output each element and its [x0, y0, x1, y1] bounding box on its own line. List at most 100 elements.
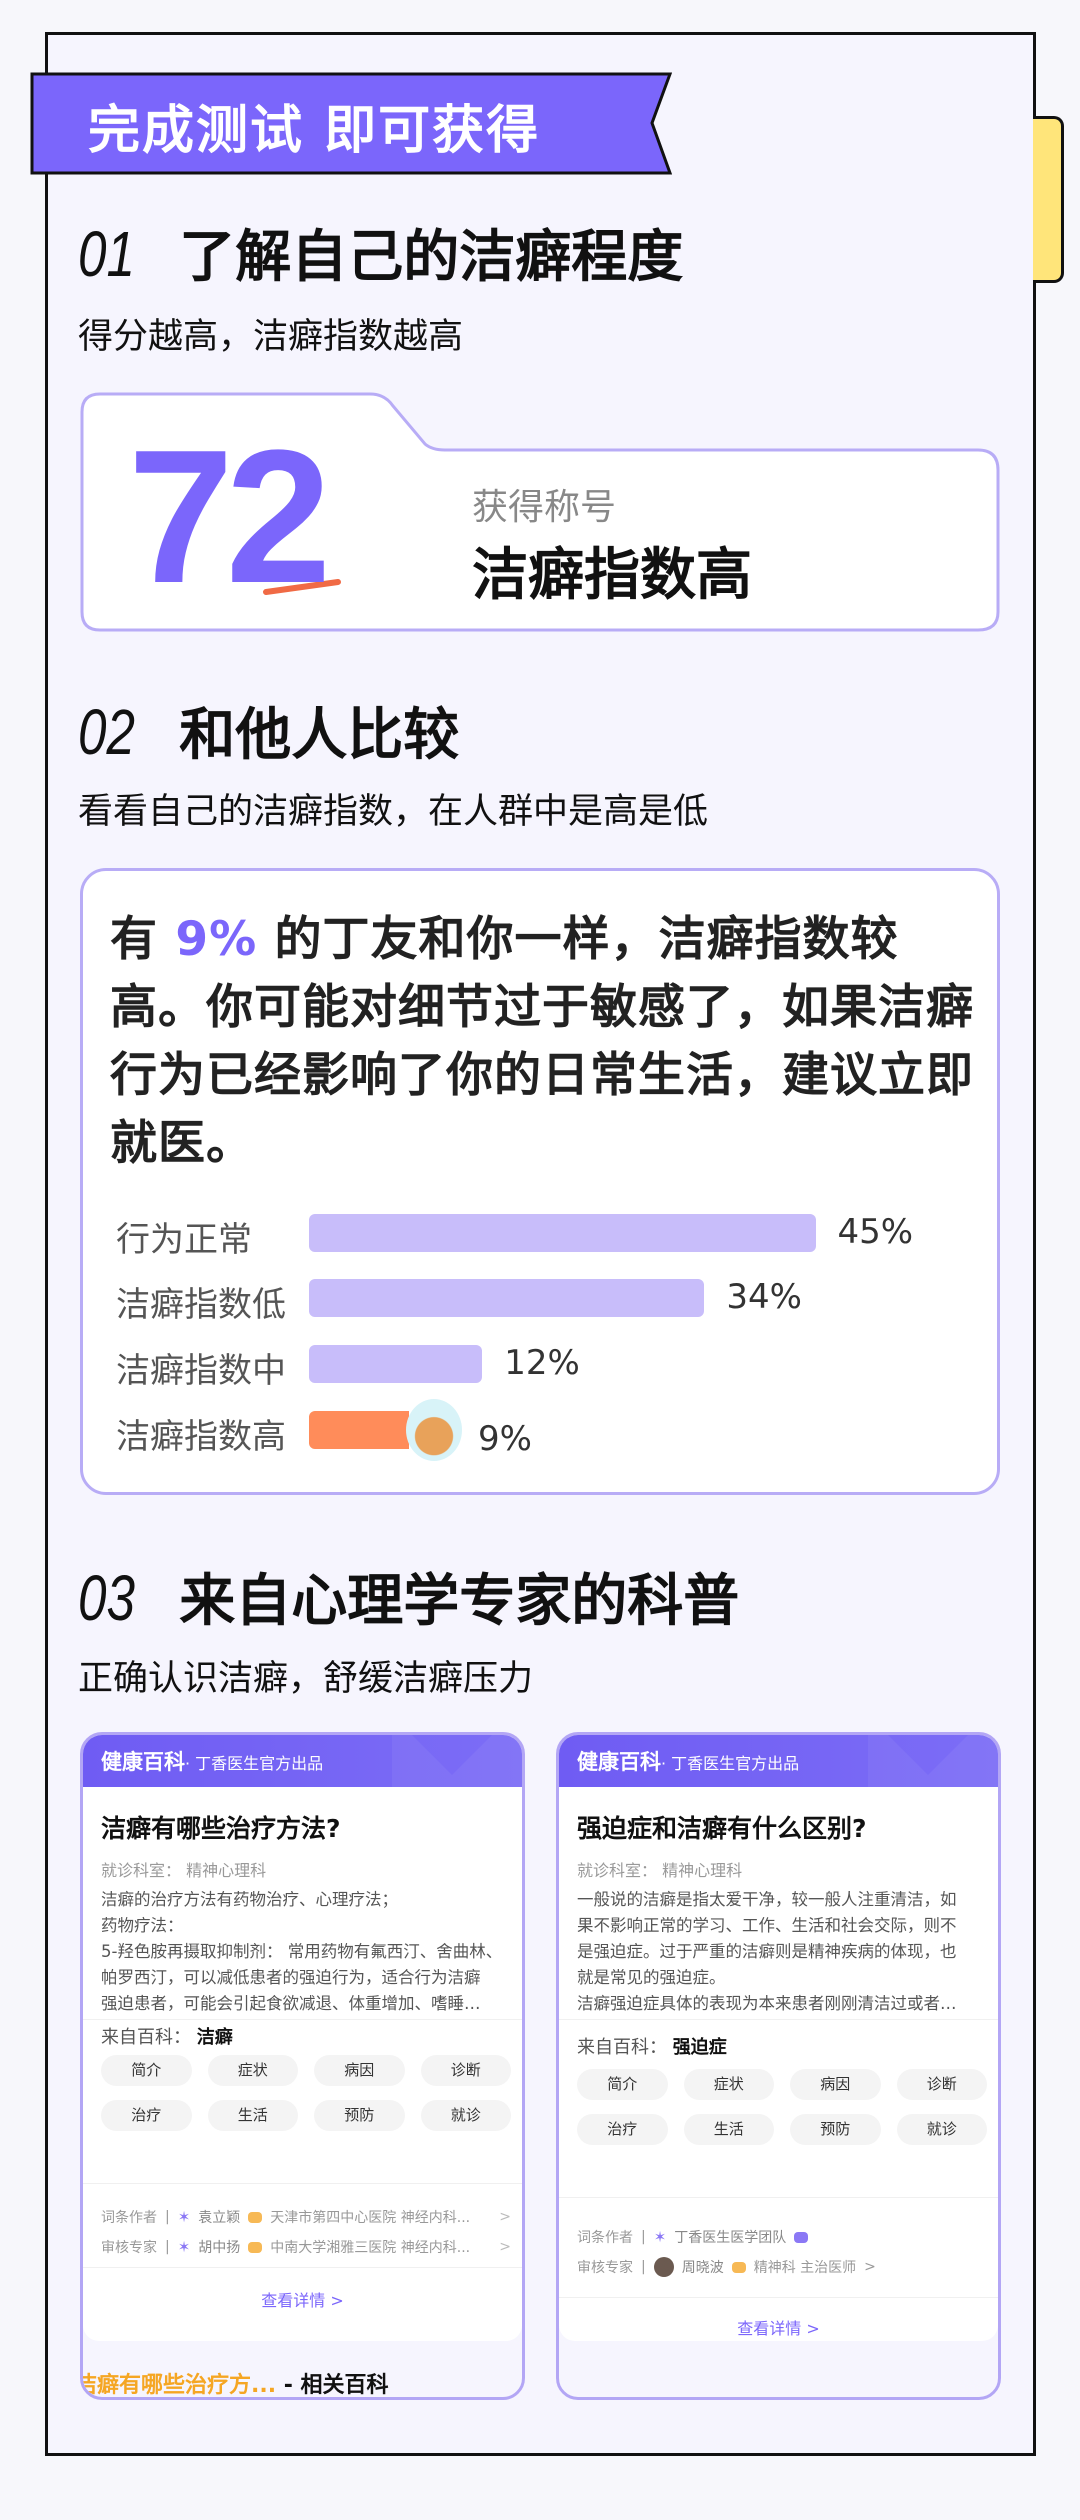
- source-label: 来自百科：: [101, 2027, 191, 2048]
- separator: |: [165, 2239, 170, 2255]
- wiki-card-body: 强迫症和洁癖有什么区别? 就诊科室： 精神心理科 一般说的洁癖是指太爱干净，较一…: [559, 1787, 998, 2341]
- author-org: 中南大学湘雅三医院 神经内科...: [270, 2240, 471, 2256]
- tag-pill[interactable]: 症状: [683, 2069, 774, 2100]
- author-org: 精神科 主治医师: [753, 2260, 857, 2276]
- tag-pill[interactable]: 病因: [790, 2069, 881, 2100]
- tag-pill[interactable]: 生活: [207, 2100, 298, 2131]
- author-role: 审核专家: [101, 2240, 157, 2256]
- verified-badge-icon: [731, 2261, 746, 2273]
- chevron-right-icon: >: [864, 2259, 876, 2275]
- author-row[interactable]: 词条作者 | ✶ 丁香医生医学团队: [577, 2227, 987, 2247]
- divider: [83, 2267, 522, 2268]
- summary-line: 洁癖的治疗方法有药物治疗、心理疗法；: [101, 1890, 398, 1909]
- section3-title: 来自心理学专家的科普: [179, 1569, 740, 1634]
- bar-label: 洁癖指数中: [116, 1351, 286, 1391]
- source-value[interactable]: 洁癖: [196, 2027, 233, 2048]
- brand-name: 健康百科: [101, 1750, 185, 1774]
- tag-pill[interactable]: 诊断: [896, 2069, 987, 2100]
- tag-pill[interactable]: 就诊: [896, 2114, 987, 2145]
- title-label: 获得称号: [472, 487, 617, 528]
- tag-pill[interactable]: 病因: [314, 2055, 405, 2086]
- bar-label: 行为正常: [116, 1220, 252, 1260]
- section3-number: 03: [78, 1562, 135, 1634]
- summary-line: 一般说的洁癖是指太爱干净，较一般人注重清洁，如: [577, 1890, 957, 1909]
- bar: [309, 1345, 483, 1383]
- decor-diamond-icon: [392, 1735, 522, 1787]
- cat-avatar-icon: [406, 1399, 462, 1461]
- view-details-link[interactable]: 查看详情 >: [737, 2319, 820, 2338]
- butterfly-icon: ✶: [653, 2228, 667, 2246]
- summary-line: 强迫患者，可能会引起食欲减退、体重增加、嗜睡…: [101, 1994, 481, 2013]
- separator: |: [641, 2229, 646, 2245]
- tag-pill[interactable]: 预防: [314, 2100, 405, 2131]
- source-line: 来自百科： 洁癖: [101, 2023, 233, 2049]
- butterfly-icon: ✶: [177, 2208, 191, 2226]
- chevron-right-icon: >: [499, 2209, 511, 2225]
- title-value: 洁癖指数高: [472, 543, 752, 608]
- side-tab[interactable]: [1033, 116, 1064, 283]
- divider: [559, 2297, 998, 2298]
- wiki-card-body: 洁癖有哪些治疗方法? 就诊科室： 精神心理科 洁癖的治疗方法有药物治疗、心理疗法…: [83, 1787, 522, 2341]
- bar: [309, 1411, 409, 1449]
- bar-value: 34%: [726, 1277, 802, 1317]
- author-role: 审核专家: [577, 2260, 633, 2276]
- author-row[interactable]: 词条作者 | ✶ 袁立颖 天津市第四中心医院 神经内科... >: [101, 2207, 511, 2227]
- section2-heading: 02 和他人比较: [78, 690, 459, 771]
- wiki-title[interactable]: 洁癖有哪些治疗方法?: [101, 1814, 341, 1843]
- section1-heading: 01 了解自己的洁癖程度: [78, 212, 683, 293]
- section2-subtitle: 看看自己的洁癖指数，在人群中是高是低: [78, 792, 709, 832]
- author-name: 袁立颖: [198, 2210, 241, 2226]
- butterfly-icon: ✶: [177, 2238, 191, 2256]
- source-line: 来自百科： 强迫症: [577, 2033, 727, 2059]
- tag-pill[interactable]: 生活: [683, 2114, 774, 2145]
- brand-subtitle: · 丁香医生官方出品: [661, 1754, 800, 1773]
- separator: |: [165, 2209, 170, 2225]
- bar-label: 洁癖指数高: [116, 1417, 286, 1457]
- tag-list: 简介 症状 病因 诊断治疗 生活 预防 就诊: [577, 2069, 987, 2145]
- tag-pill[interactable]: 治疗: [577, 2114, 668, 2145]
- divider: [559, 2197, 998, 2198]
- summary-line: 帕罗西汀，可以减低患者的强迫行为，适合行为洁癖: [101, 1968, 481, 1987]
- source-label: 来自百科：: [577, 2037, 667, 2058]
- department: 就诊科室： 精神心理科: [101, 1861, 267, 1880]
- verified-badge-icon: [794, 2231, 809, 2243]
- banner-text: 完成测试 即可获得: [88, 101, 541, 161]
- chevron-right-icon: >: [499, 2239, 511, 2255]
- bar-label: 洁癖指数低: [116, 1285, 286, 1325]
- tag-pill[interactable]: 预防: [790, 2114, 881, 2145]
- comparison-text: 有 9% 的丁友和你一样，洁癖指数较高。你可能对细节过于敏感了，如果洁癖行为已经…: [110, 906, 985, 1178]
- wiki-card[interactable]: 健康百科· 丁香医生官方出品 强迫症和洁癖有什么区别? 就诊科室： 精神心理科 …: [556, 1732, 1001, 2400]
- author-row[interactable]: 审核专家 | ✶ 胡中扬 中南大学湘雅三医院 神经内科... >: [101, 2237, 511, 2257]
- view-details-link[interactable]: 查看详情 >: [261, 2291, 344, 2310]
- author-role: 词条作者: [577, 2230, 633, 2246]
- section1-number: 01: [78, 218, 135, 290]
- tag-pill[interactable]: 就诊: [420, 2100, 511, 2131]
- separator: |: [641, 2259, 646, 2275]
- author-org: 天津市第四中心医院 神经内科...: [270, 2210, 471, 2226]
- tag-list: 简介 症状 病因 诊断治疗 生活 预防 就诊: [101, 2055, 511, 2131]
- tag-pill[interactable]: 治疗: [101, 2100, 192, 2131]
- related-wiki-link[interactable]: 洁癖有哪些治疗方... - 相关百科: [80, 2367, 389, 2398]
- wiki-card-header: 健康百科· 丁香医生官方出品: [559, 1735, 998, 1787]
- wiki-card[interactable]: 健康百科· 丁香医生官方出品 洁癖有哪些治疗方法? 就诊科室： 精神心理科 洁癖…: [80, 1732, 525, 2400]
- summary-line: 是强迫症。过于严重的洁癖则是精神疾病的体现，也: [577, 1942, 957, 1961]
- related-title: 洁癖有哪些治疗方...: [80, 2373, 277, 2398]
- author-row[interactable]: 审核专家 | 周晓波 精神科 主治医师 >: [577, 2257, 987, 2277]
- avatar-icon: [653, 2257, 674, 2277]
- wiki-title[interactable]: 强迫症和洁癖有什么区别?: [577, 1814, 867, 1843]
- author-name: 丁香医生医学团队: [674, 2230, 787, 2246]
- bar-value: 12%: [504, 1343, 580, 1383]
- tag-pill[interactable]: 简介: [101, 2055, 192, 2086]
- author-name: 胡中扬: [198, 2240, 241, 2256]
- tag-pill[interactable]: 简介: [577, 2069, 668, 2100]
- divider: [83, 2019, 522, 2020]
- brand-logo: 健康百科· 丁香医生官方出品: [101, 1746, 323, 1776]
- verified-badge-icon: [248, 2241, 263, 2253]
- section1-subtitle: 得分越高，洁癖指数越高: [78, 317, 464, 357]
- divider: [559, 2019, 998, 2020]
- brand-logo: 健康百科· 丁香医生官方出品: [577, 1746, 799, 1776]
- decor-diamond-icon: [868, 1735, 998, 1787]
- tag-pill[interactable]: 诊断: [420, 2055, 511, 2086]
- tag-pill[interactable]: 症状: [207, 2055, 298, 2086]
- source-value[interactable]: 强迫症: [672, 2037, 727, 2058]
